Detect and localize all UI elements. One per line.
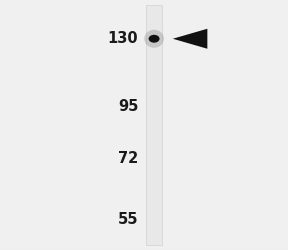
Text: 55: 55 — [118, 212, 138, 228]
Text: 72: 72 — [118, 151, 138, 166]
Text: 95: 95 — [118, 99, 138, 114]
Ellipse shape — [149, 35, 160, 43]
Text: 130: 130 — [108, 31, 138, 46]
Bar — [146, 5, 162, 245]
Ellipse shape — [144, 30, 164, 48]
Polygon shape — [173, 29, 207, 49]
